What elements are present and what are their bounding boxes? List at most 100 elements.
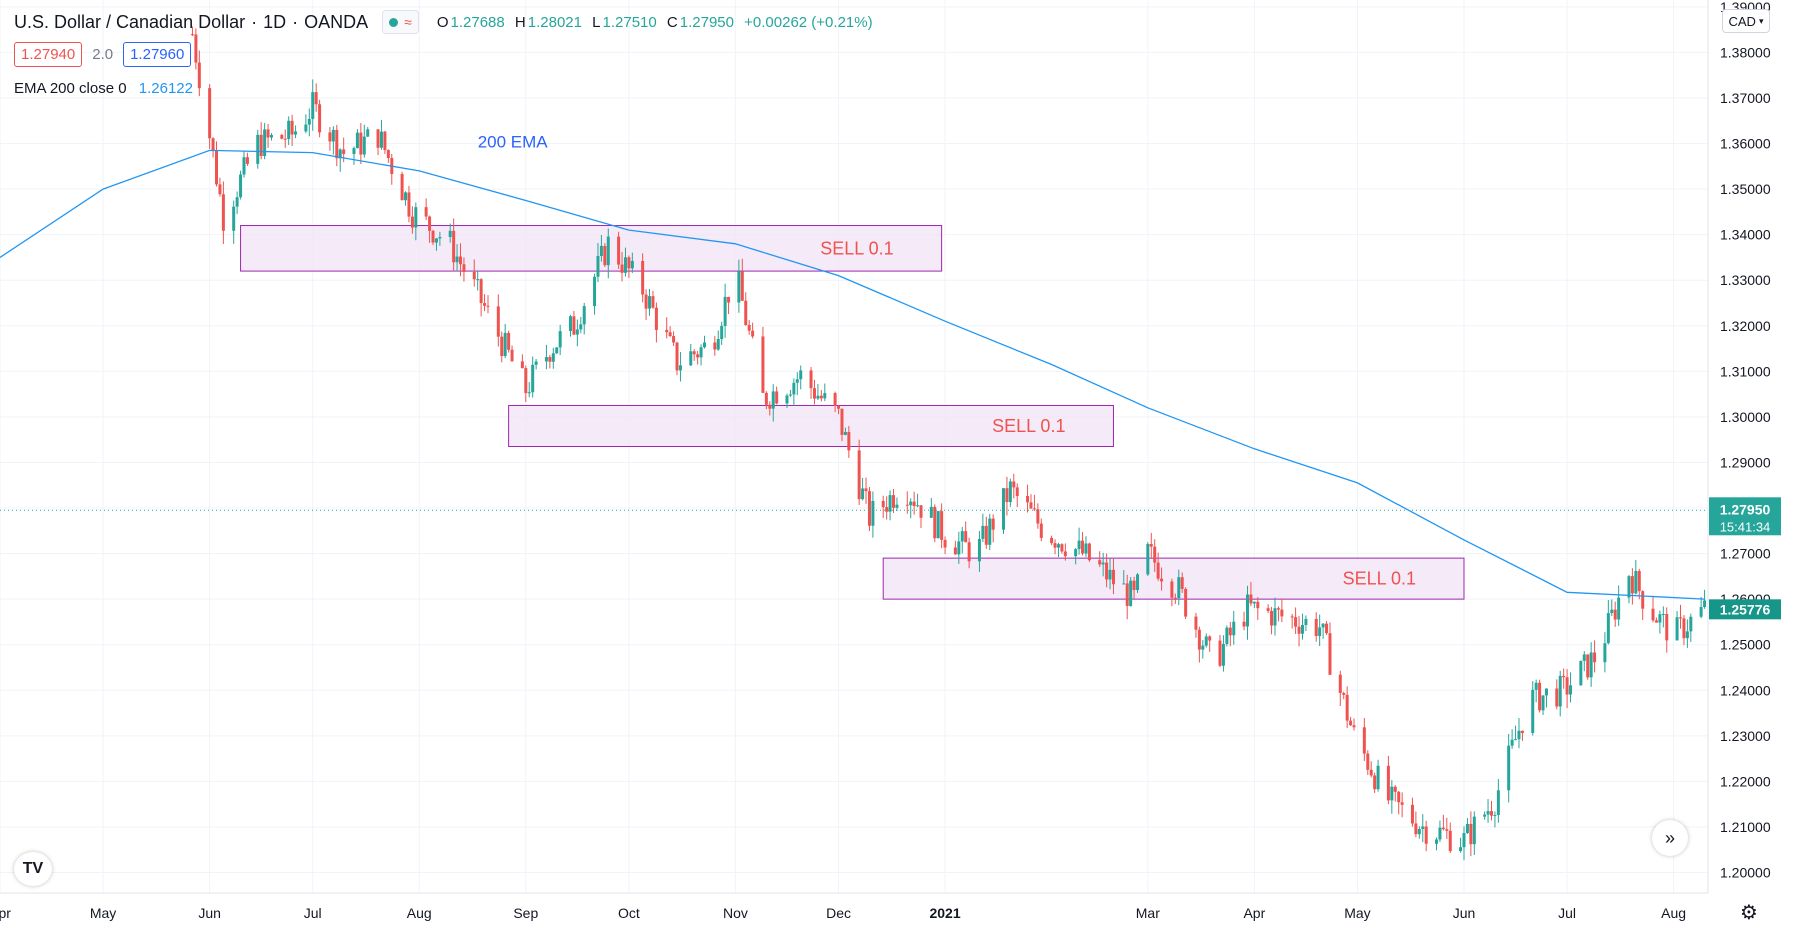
- candle-body: [1225, 627, 1229, 644]
- candle-body: [1077, 540, 1081, 550]
- ema-200-line: [0, 149, 1705, 600]
- candle-body: [572, 316, 576, 335]
- candle-body: [1156, 562, 1160, 579]
- candle-body: [861, 488, 865, 500]
- candle-body: [1125, 583, 1129, 606]
- sell-zone: [882, 557, 1465, 600]
- candle-body: [1369, 769, 1373, 776]
- candle-body: [318, 104, 322, 133]
- candle-body: [812, 388, 816, 399]
- candle-body: [1194, 616, 1198, 630]
- candle-body: [579, 324, 583, 330]
- time-axis: [0, 893, 1708, 937]
- candle-body: [1204, 636, 1208, 646]
- candle-body: [1641, 591, 1645, 609]
- candle-body: [256, 134, 260, 164]
- candle-body: [1417, 828, 1421, 835]
- candle-body: [568, 316, 572, 332]
- x-tick-label: Jun: [1453, 905, 1476, 921]
- candle-body: [799, 370, 803, 380]
- low-value: 1.27510: [602, 13, 657, 31]
- candle-body: [383, 131, 387, 151]
- sell-zone: [240, 225, 943, 272]
- currency-label: CAD: [1728, 13, 1756, 29]
- candle-body: [1376, 765, 1380, 790]
- candle-body: [1606, 613, 1610, 644]
- candle-body: [434, 238, 438, 243]
- candle-body: [1390, 786, 1394, 801]
- candle-body: [1101, 562, 1105, 565]
- x-tick-label: Aug: [407, 905, 432, 921]
- candle-body: [1438, 827, 1442, 840]
- candle-body: [1483, 814, 1487, 817]
- candle-body: [751, 330, 755, 337]
- candle-body: [331, 129, 335, 142]
- candle-body: [218, 184, 222, 195]
- scroll-to-realtime-button[interactable]: »: [1652, 820, 1688, 856]
- x-tick-label: 2021: [929, 905, 960, 921]
- trade-panel: 1.27940 2.0 1.27960: [14, 42, 192, 67]
- indicator-legend[interactable]: EMA 200 close 0 1.26122: [14, 80, 193, 97]
- candle-body: [1039, 523, 1043, 538]
- symbol-title[interactable]: U.S. Dollar / Canadian Dollar: [14, 11, 246, 32]
- candle-body: [1197, 629, 1201, 650]
- market-status-badge[interactable]: ≈: [382, 10, 419, 34]
- candle-body: [1366, 753, 1370, 770]
- candle-body: [424, 207, 428, 217]
- candle-body: [534, 361, 538, 365]
- y-tick-label: 1.31000: [1720, 363, 1771, 379]
- buy-price-button[interactable]: 1.27960: [123, 42, 192, 67]
- candle-body: [1531, 689, 1535, 733]
- last-price-badge: [1709, 497, 1781, 536]
- ema-price-label: 1.25776: [1720, 601, 1771, 617]
- candle-body: [500, 336, 504, 357]
- candle-body: [269, 134, 273, 138]
- candle-body: [352, 148, 356, 155]
- candle-body: [768, 404, 772, 409]
- candle-body: [1565, 677, 1569, 695]
- candle-body: [1153, 546, 1157, 563]
- sell-price-button[interactable]: 1.27940: [14, 42, 83, 67]
- candle-body: [665, 329, 669, 333]
- candle-body: [404, 192, 408, 201]
- x-tick-label: Aug: [1661, 905, 1686, 921]
- candle-body: [1005, 488, 1009, 503]
- gear-icon[interactable]: ⚙: [1740, 901, 1758, 924]
- candle-body: [991, 518, 995, 530]
- candle-body: [1129, 580, 1133, 606]
- market-open-icon: [389, 17, 399, 27]
- candle-body: [617, 236, 621, 265]
- candle-body: [837, 405, 841, 409]
- candle-body: [527, 392, 531, 394]
- candle-body: [1562, 675, 1566, 678]
- candle-body: [307, 118, 311, 125]
- candle-body: [1321, 623, 1325, 628]
- candle-body: [280, 134, 284, 139]
- candle-body: [840, 408, 844, 435]
- tradingview-logo-icon[interactable]: TV: [14, 852, 52, 886]
- candle-body: [245, 157, 249, 164]
- candle-body: [967, 542, 971, 562]
- candle-body: [242, 157, 246, 175]
- candle-body: [1489, 811, 1493, 816]
- candle-body: [438, 236, 442, 239]
- x-tick-label: Apr: [1243, 905, 1265, 921]
- candle-body: [1373, 775, 1377, 790]
- candle-body: [885, 507, 889, 512]
- candle-body: [651, 296, 655, 308]
- separator-dot: ·: [292, 11, 299, 32]
- candle-body: [943, 539, 947, 548]
- candle-body: [1435, 839, 1439, 844]
- interval-label[interactable]: 1D: [263, 11, 287, 32]
- currency-selector[interactable]: CAD ▾: [1722, 9, 1770, 33]
- candle-body: [1462, 833, 1466, 848]
- candle-body: [1050, 537, 1054, 544]
- candle-body: [1228, 627, 1232, 636]
- candle-body: [1510, 739, 1514, 746]
- candle-body: [428, 216, 432, 231]
- candle-body: [215, 150, 219, 185]
- sell-zone-label: SELL 0.1: [820, 238, 893, 258]
- candle-body: [1160, 578, 1164, 582]
- x-tick-label: May: [90, 905, 116, 921]
